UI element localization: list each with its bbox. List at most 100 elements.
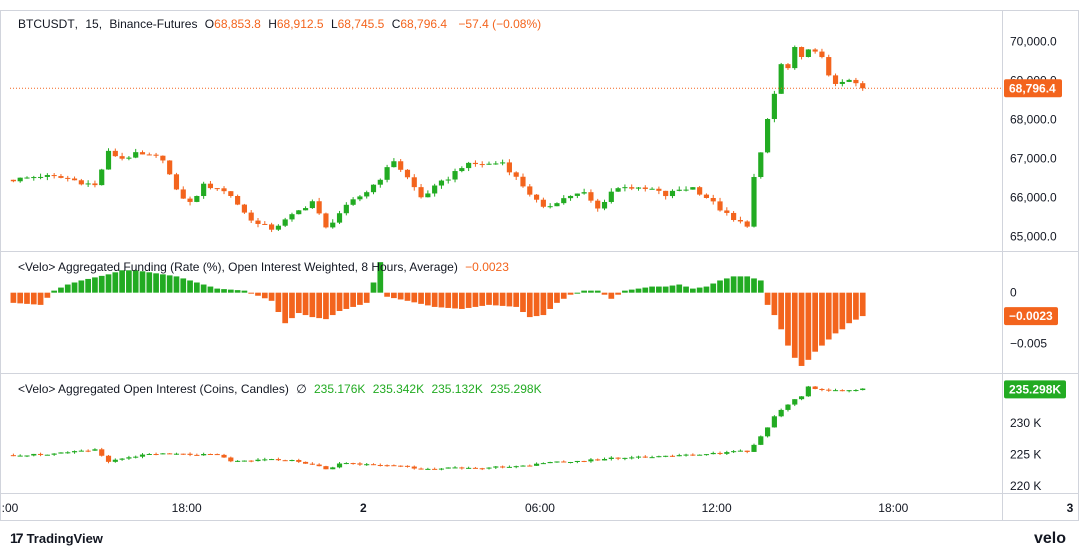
funding-bar[interactable] xyxy=(425,292,431,306)
funding-bar[interactable] xyxy=(336,292,343,311)
funding-bar[interactable] xyxy=(227,289,234,293)
price-candle[interactable] xyxy=(119,156,125,159)
oi-candle[interactable] xyxy=(418,468,424,470)
oi-candle[interactable] xyxy=(765,427,771,437)
oi-candle[interactable] xyxy=(207,454,214,456)
oi-candle[interactable] xyxy=(357,463,363,465)
funding-bar[interactable] xyxy=(323,292,329,320)
oi-candle[interactable] xyxy=(92,449,98,451)
price-candle[interactable] xyxy=(853,79,859,84)
price-candle[interactable] xyxy=(567,195,574,199)
funding-title[interactable]: <Velo> Aggregated Funding (Rate (%), Ope… xyxy=(18,260,458,274)
funding-bar[interactable] xyxy=(384,292,390,297)
price-candle[interactable] xyxy=(500,162,506,164)
funding-bar[interactable] xyxy=(588,290,594,293)
price-candle[interactable] xyxy=(343,204,349,214)
oi-candle[interactable] xyxy=(133,456,139,458)
oi-candle[interactable] xyxy=(296,460,302,462)
funding-bar[interactable] xyxy=(859,292,866,317)
oi-candle[interactable] xyxy=(486,467,492,469)
price-candle[interactable] xyxy=(615,188,621,192)
funding-bar[interactable] xyxy=(160,274,166,293)
oi-candle[interactable] xyxy=(302,461,309,464)
oi-candle[interactable] xyxy=(343,463,349,465)
oi-candle[interactable] xyxy=(119,458,125,460)
price-candle[interactable] xyxy=(146,154,152,156)
price-candle[interactable] xyxy=(282,219,288,226)
price-candle[interactable] xyxy=(561,198,567,204)
funding-bar[interactable] xyxy=(846,292,852,324)
oi-candle[interactable] xyxy=(697,454,703,456)
funding-bar[interactable] xyxy=(791,292,798,358)
funding-bar[interactable] xyxy=(574,292,581,294)
symbol-label[interactable]: BTCUSDT xyxy=(18,17,75,31)
funding-bar[interactable] xyxy=(513,292,520,307)
funding-bar[interactable] xyxy=(30,292,37,305)
funding-bar[interactable] xyxy=(533,292,540,317)
price-candle[interactable] xyxy=(194,196,200,202)
oi-candle[interactable] xyxy=(792,399,798,405)
oi-candle[interactable] xyxy=(262,459,268,461)
funding-bar[interactable] xyxy=(717,280,723,293)
oi-candle[interactable] xyxy=(228,457,234,462)
funding-bar[interactable] xyxy=(363,292,370,303)
oi-candle[interactable] xyxy=(99,449,105,456)
price-candle[interactable] xyxy=(683,189,689,191)
oi-candle[interactable] xyxy=(31,453,37,456)
oi-candle[interactable] xyxy=(404,465,411,467)
oi-candle[interactable] xyxy=(642,456,648,458)
funding-bar[interactable] xyxy=(105,274,112,293)
funding-bar[interactable] xyxy=(85,278,91,293)
price-candle[interactable] xyxy=(112,150,118,157)
price-candle[interactable] xyxy=(778,64,784,94)
price-candle[interactable] xyxy=(533,194,540,200)
funding-bar[interactable] xyxy=(119,270,125,293)
funding-bar[interactable] xyxy=(180,278,187,293)
funding-bar[interactable] xyxy=(642,287,649,293)
oi-candle[interactable] xyxy=(10,455,16,457)
oi-candle[interactable] xyxy=(737,450,743,452)
funding-bar[interactable] xyxy=(10,292,17,303)
price-candle[interactable] xyxy=(690,187,696,190)
price-candle[interactable] xyxy=(812,49,818,52)
oi-candle[interactable] xyxy=(574,460,580,462)
price-candle[interactable] xyxy=(581,192,587,194)
funding-bar[interactable] xyxy=(268,292,275,301)
funding-bar[interactable] xyxy=(44,292,51,298)
oi-candle[interactable] xyxy=(472,467,479,469)
funding-bar[interactable] xyxy=(37,292,44,305)
price-candle[interactable] xyxy=(71,178,78,181)
funding-bar[interactable] xyxy=(275,292,282,313)
funding-bar[interactable] xyxy=(64,284,71,293)
funding-bar[interactable] xyxy=(520,292,526,313)
price-candle[interactable] xyxy=(10,179,16,182)
price-candle[interactable] xyxy=(717,201,723,211)
funding-bar[interactable] xyxy=(316,292,323,319)
funding-bar[interactable] xyxy=(51,290,58,293)
oi-candle[interactable] xyxy=(731,451,737,453)
funding-bar[interactable] xyxy=(622,290,628,293)
oi-candle[interactable] xyxy=(588,459,594,462)
funding-bar[interactable] xyxy=(825,292,832,340)
oi-candle[interactable] xyxy=(44,454,50,456)
oi-candle[interactable] xyxy=(384,465,390,467)
oi-candle[interactable] xyxy=(411,466,417,469)
price-candle[interactable] xyxy=(228,191,234,196)
oi-candle[interactable] xyxy=(214,454,220,456)
funding-bar[interactable] xyxy=(608,292,615,299)
oi-candle[interactable] xyxy=(173,453,180,455)
price-candle[interactable] xyxy=(832,75,839,84)
oi-candle[interactable] xyxy=(370,464,377,466)
funding-bar[interactable] xyxy=(92,277,98,293)
oi-candle[interactable] xyxy=(805,386,811,397)
oi-candle[interactable] xyxy=(71,451,78,453)
oi-candle[interactable] xyxy=(194,454,200,456)
funding-bar[interactable] xyxy=(601,292,608,295)
oi-candle[interactable] xyxy=(527,465,533,467)
funding-bar[interactable] xyxy=(289,292,295,319)
funding-bar[interactable] xyxy=(126,270,132,293)
price-candle[interactable] xyxy=(601,201,608,209)
funding-bar[interactable] xyxy=(357,292,363,305)
price-candle[interactable] xyxy=(384,167,390,180)
price-candle[interactable] xyxy=(432,185,438,194)
